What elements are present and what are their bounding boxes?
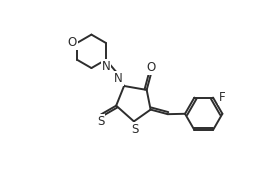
- Text: S: S: [97, 115, 105, 128]
- Text: O: O: [68, 37, 77, 49]
- Text: O: O: [146, 61, 156, 74]
- Text: F: F: [219, 91, 226, 104]
- Text: S: S: [131, 123, 138, 136]
- Text: N: N: [114, 72, 123, 85]
- Text: N: N: [102, 60, 110, 73]
